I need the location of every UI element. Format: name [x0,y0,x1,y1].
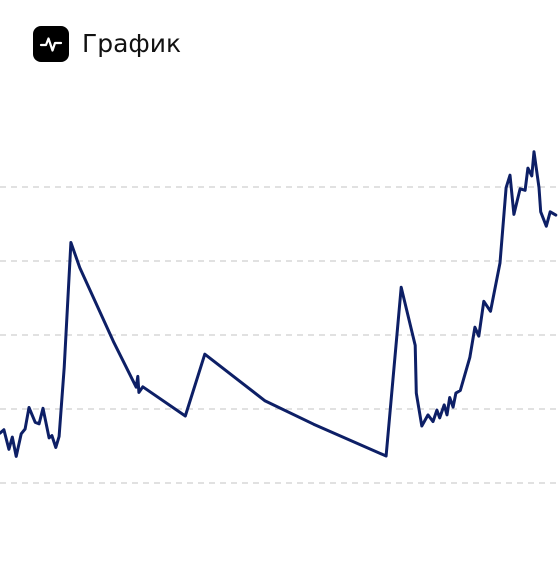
series-layer [0,152,556,457]
series-line [0,152,556,457]
